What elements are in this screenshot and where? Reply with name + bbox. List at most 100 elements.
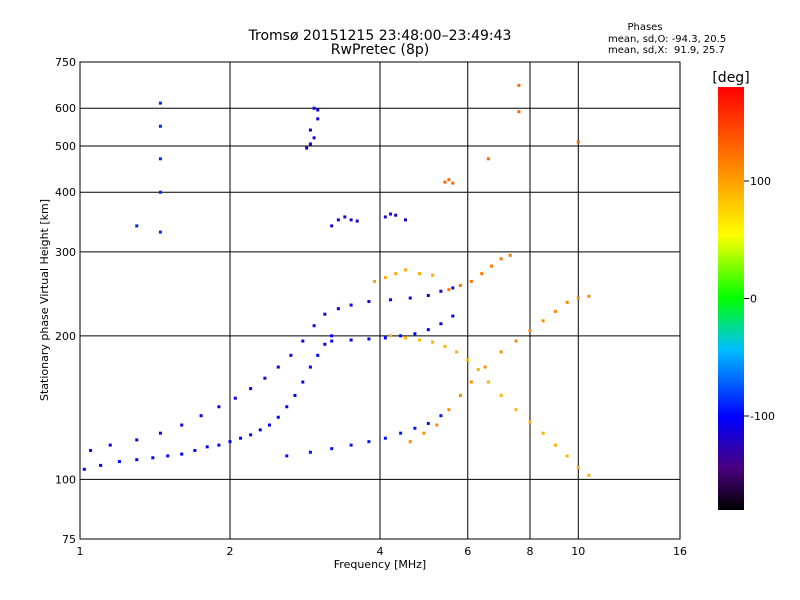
data-point bbox=[447, 178, 451, 182]
data-point bbox=[158, 230, 162, 234]
data-point bbox=[166, 454, 170, 458]
x-tick-label: 8 bbox=[527, 545, 534, 558]
data-point bbox=[413, 426, 417, 430]
data-point bbox=[417, 272, 421, 276]
data-point bbox=[312, 136, 316, 140]
data-point bbox=[565, 300, 569, 304]
colorbar bbox=[718, 87, 744, 510]
data-point bbox=[285, 454, 289, 458]
data-point bbox=[330, 224, 334, 228]
data-point bbox=[343, 215, 347, 219]
data-point bbox=[431, 273, 435, 277]
x-tick-label: 10 bbox=[571, 545, 585, 558]
data-point bbox=[426, 293, 430, 297]
data-point bbox=[426, 421, 430, 425]
stats-line-o: mean, sd,O: -94.3, 20.5 bbox=[608, 34, 726, 45]
data-point bbox=[308, 142, 312, 146]
data-point bbox=[285, 405, 289, 409]
data-point bbox=[576, 140, 580, 144]
data-point bbox=[316, 108, 320, 112]
x-tick-label: 1 bbox=[77, 545, 84, 558]
x-tick-labels: 1 2 4 6 8 10 16 bbox=[77, 545, 688, 558]
data-point bbox=[469, 380, 473, 384]
data-point bbox=[316, 117, 320, 121]
data-point bbox=[82, 467, 86, 471]
data-point bbox=[239, 436, 243, 440]
data-point bbox=[135, 438, 139, 442]
data-point bbox=[403, 268, 407, 272]
data-point bbox=[158, 101, 162, 105]
data-point bbox=[408, 296, 412, 300]
data-point bbox=[158, 124, 162, 128]
colorbar-tick-label: -100 bbox=[750, 410, 775, 423]
data-point bbox=[249, 433, 253, 437]
y-tick-label: 100 bbox=[55, 473, 76, 486]
data-point bbox=[267, 423, 271, 427]
data-point bbox=[490, 264, 494, 268]
data-point bbox=[89, 448, 93, 452]
data-point bbox=[394, 213, 398, 217]
data-point bbox=[443, 344, 447, 348]
y-tick-label: 600 bbox=[55, 102, 76, 115]
data-point bbox=[199, 414, 203, 418]
data-point bbox=[158, 431, 162, 435]
data-point bbox=[367, 300, 371, 304]
data-point bbox=[355, 219, 359, 223]
data-point bbox=[499, 257, 503, 261]
data-point bbox=[469, 279, 473, 283]
data-point bbox=[383, 215, 387, 219]
data-point bbox=[383, 436, 387, 440]
data-point bbox=[413, 332, 417, 336]
data-point bbox=[451, 181, 455, 185]
data-point bbox=[408, 440, 412, 444]
data-point bbox=[349, 338, 353, 342]
data-point bbox=[293, 393, 297, 397]
data-point bbox=[276, 415, 280, 419]
grid-lines bbox=[80, 62, 680, 539]
x-tick-label: 16 bbox=[673, 545, 687, 558]
data-point bbox=[451, 314, 455, 318]
data-point bbox=[587, 473, 591, 477]
data-point bbox=[499, 350, 503, 354]
data-point bbox=[383, 276, 387, 280]
data-point bbox=[349, 218, 353, 222]
data-point bbox=[486, 157, 490, 161]
data-point bbox=[458, 283, 462, 287]
data-point bbox=[451, 286, 455, 290]
data-point bbox=[439, 289, 443, 293]
data-point bbox=[276, 365, 280, 369]
data-point bbox=[455, 350, 459, 354]
data-point bbox=[305, 146, 309, 150]
data-point bbox=[249, 387, 253, 391]
colorbar-tick-label: 100 bbox=[750, 175, 771, 188]
data-point bbox=[180, 423, 184, 427]
data-point bbox=[217, 405, 221, 409]
data-point bbox=[233, 396, 237, 400]
data-point bbox=[426, 328, 430, 332]
data-point bbox=[205, 445, 209, 449]
data-point bbox=[330, 447, 334, 451]
y-tick-label: 400 bbox=[55, 186, 76, 199]
data-point bbox=[435, 423, 439, 427]
plot-frame bbox=[79, 61, 681, 540]
chart-subtitle: RwPretec (8p) bbox=[331, 42, 429, 58]
data-point bbox=[323, 342, 327, 346]
data-point bbox=[499, 393, 503, 397]
data-point bbox=[263, 376, 267, 380]
data-point bbox=[508, 253, 512, 257]
data-point bbox=[301, 380, 305, 384]
data-point bbox=[476, 367, 480, 371]
data-point bbox=[330, 339, 334, 343]
data-point bbox=[447, 288, 451, 292]
data-point bbox=[349, 303, 353, 307]
data-point bbox=[553, 309, 557, 313]
data-point bbox=[135, 458, 139, 462]
data-point bbox=[389, 334, 393, 338]
x-tick-label: 2 bbox=[227, 545, 234, 558]
data-point bbox=[99, 463, 103, 467]
stats-heading: Phases bbox=[627, 22, 662, 33]
data-point bbox=[443, 180, 447, 184]
y-tick-label: 750 bbox=[55, 56, 76, 69]
data-point bbox=[466, 358, 470, 362]
